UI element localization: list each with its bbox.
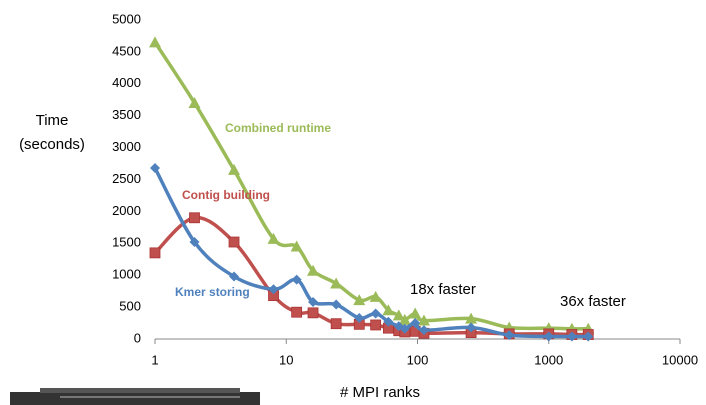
point xyxy=(149,36,161,47)
y-tick-label: 3000 xyxy=(112,139,141,154)
x-tick-label: 1 xyxy=(151,352,158,367)
annotation: 18x faster xyxy=(410,281,476,298)
chart: Time (seconds) # MPI ranks 18x faster 36… xyxy=(0,0,706,405)
point xyxy=(308,308,318,318)
point xyxy=(371,308,381,318)
point xyxy=(331,319,341,329)
annotation: 36x faster xyxy=(560,293,626,310)
y-axis-label: Time xyxy=(36,112,69,129)
y-tick-label: 1500 xyxy=(112,235,141,250)
point xyxy=(190,213,200,223)
y-tick-label: 500 xyxy=(119,299,141,314)
y-tick-label: 4500 xyxy=(112,43,141,58)
x-tick-label: 100 xyxy=(407,352,429,367)
x-tick-label: 10000 xyxy=(662,352,698,367)
point xyxy=(371,320,381,330)
point xyxy=(229,237,239,247)
point xyxy=(150,248,160,258)
y-tick-label: 2000 xyxy=(112,203,141,218)
x-tick-label: 10 xyxy=(279,352,293,367)
x-tick-label: 1000 xyxy=(534,352,563,367)
y-axis-label: (seconds) xyxy=(19,136,85,153)
series-label: Combined runtime xyxy=(225,121,331,135)
series-label: Kmer storing xyxy=(175,285,250,299)
y-tick-label: 1000 xyxy=(112,267,141,282)
y-tick-label: 2500 xyxy=(112,171,141,186)
server-image xyxy=(10,388,260,405)
point xyxy=(409,307,421,318)
point xyxy=(292,307,302,317)
y-tick-label: 3500 xyxy=(112,107,141,122)
series-label: Contig building xyxy=(182,188,270,202)
y-tick-label: 4000 xyxy=(112,75,141,90)
y-tick-label: 5000 xyxy=(112,11,141,26)
y-tick-label: 0 xyxy=(134,330,141,345)
series-line xyxy=(155,218,588,335)
x-axis-label: # MPI ranks xyxy=(340,384,420,401)
